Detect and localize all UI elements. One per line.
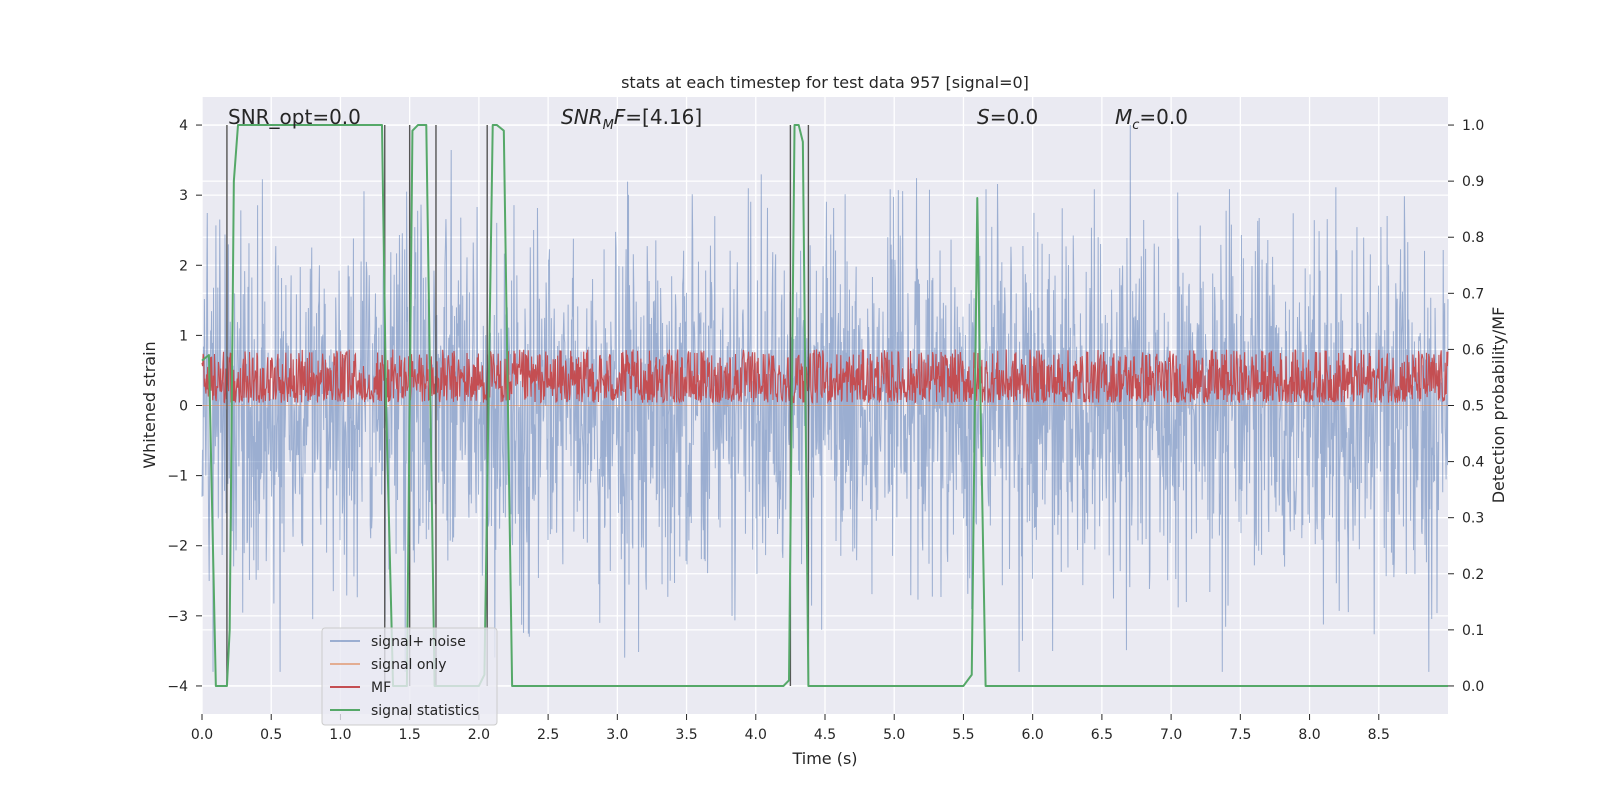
legend-label-signal-noise: signal+ noise — [371, 634, 466, 650]
x-tick-label: 2.5 — [537, 727, 559, 743]
stat-layer — [201, 124, 1448, 687]
annotation-snr-mf-value: =[4.16] — [625, 105, 702, 129]
chart-title: stats at each timestep for test data 957… — [621, 73, 1029, 92]
x-tick-label: 2.0 — [468, 727, 490, 743]
y-tick-label-left: 1 — [179, 328, 188, 344]
y-tick-label-left: 4 — [179, 118, 188, 134]
series-signal-statistics — [201, 124, 1448, 687]
legend-box — [321, 627, 498, 726]
y-tick-label-right: 0.9 — [1462, 174, 1484, 190]
y-tick-label-right: 0.2 — [1462, 567, 1484, 583]
annotation-s: S=0.0 — [977, 105, 1038, 129]
y-tick-label-right: 0.7 — [1462, 286, 1484, 302]
x-tick-label: 5.5 — [952, 727, 974, 743]
x-tick-label: 8.0 — [1298, 727, 1320, 743]
x-tick-label: 1.0 — [329, 727, 351, 743]
y-tick-label-left: −2 — [167, 539, 188, 555]
y-tick-label-right: 0.1 — [1462, 623, 1484, 639]
annotation-mc: Mc=0.0 — [1115, 105, 1188, 133]
x-tick-label: 7.0 — [1160, 727, 1182, 743]
x-tick-label: 6.0 — [1022, 727, 1044, 743]
x-tick-label: 7.5 — [1229, 727, 1251, 743]
x-tick-label: 6.5 — [1091, 727, 1113, 743]
annotation-mc-value: =0.0 — [1139, 105, 1188, 129]
x-tick-label: 4.0 — [745, 727, 767, 743]
tick-layer: 0.0 0.5 1.0 1.5 2.0 2.5 3.0 3.5 4.0 4.5 5.0 5.5 6.0 6… — [167, 118, 1484, 743]
y-tick-label-right: 0.8 — [1462, 230, 1484, 246]
y-axis-label-left: Whitened strain — [140, 341, 159, 468]
y-tick-label-right: 0.6 — [1462, 342, 1484, 358]
x-tick-label: 1.5 — [399, 727, 421, 743]
legend-label-signal-statistics: signal statistics — [371, 703, 479, 719]
x-tick-label: 8.5 — [1368, 727, 1390, 743]
y-tick-label-right: 0.0 — [1462, 679, 1484, 695]
x-tick-label: 3.5 — [675, 727, 697, 743]
legend-label-signal-only: signal only — [371, 657, 446, 673]
annotation-snr-opt: SNR_opt=0.0 — [228, 105, 361, 129]
y-tick-label-left: −1 — [167, 469, 188, 485]
x-tick-label: 0.5 — [260, 727, 282, 743]
y-tick-label-left: 2 — [179, 258, 188, 274]
x-tick-label: 0.0 — [191, 727, 213, 743]
y-tick-label-right: 0.3 — [1462, 511, 1484, 527]
y-tick-label-left: −3 — [167, 609, 188, 625]
annotation-snr-mf: SNRMF=[4.16] — [561, 105, 702, 133]
y-tick-label-right: 1.0 — [1462, 118, 1484, 134]
annotation-group: SNR_opt=0.0 SNRMF=[4.16] S=0.0 Mc=0.0 — [228, 105, 1188, 133]
legend: signal+ noise signal only MF signal stat… — [321, 627, 498, 726]
y-tick-label-right: 0.5 — [1462, 399, 1484, 415]
y-tick-label-left: 0 — [179, 399, 188, 415]
legend-label-mf: MF — [371, 680, 391, 696]
x-axis-label: Time (s) — [791, 749, 857, 768]
x-tick-label: 5.0 — [883, 727, 905, 743]
x-tick-label: 3.0 — [606, 727, 628, 743]
x-tick-label: 4.5 — [814, 727, 836, 743]
y-tick-label-left: −4 — [167, 679, 188, 695]
annotation-s-value: =0.0 — [990, 105, 1039, 129]
y-tick-label-right: 0.4 — [1462, 455, 1484, 471]
y-tick-label-left: 3 — [179, 188, 188, 204]
y-axis-label-right: Detection probability/MF — [1489, 307, 1508, 504]
